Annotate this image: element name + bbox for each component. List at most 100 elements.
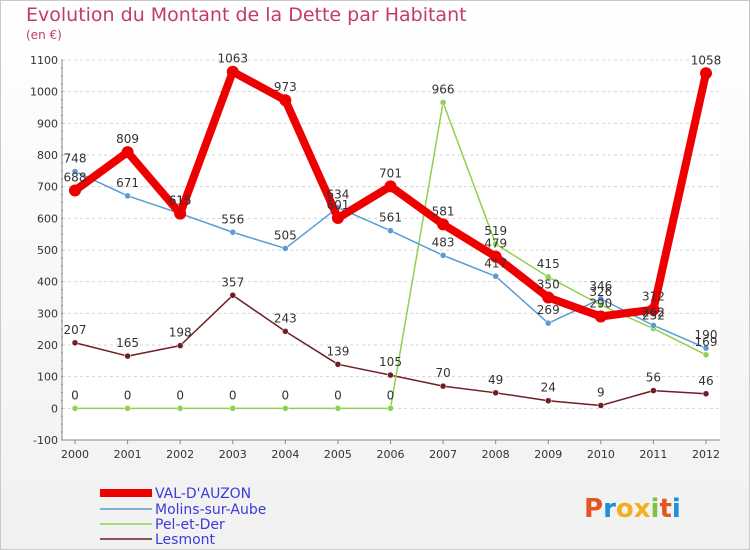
data-label: 671	[116, 176, 139, 190]
y-tick-label: 1000	[30, 86, 58, 99]
data-label: 243	[274, 311, 297, 325]
data-point	[71, 168, 79, 175]
data-label: 561	[379, 211, 402, 225]
data-point	[229, 229, 236, 236]
y-tick-label: 200	[37, 339, 58, 352]
data-point	[334, 361, 342, 368]
data-label: 346	[589, 279, 612, 293]
data-point	[69, 184, 81, 197]
data-label: 252	[642, 309, 665, 323]
data-label: 312	[642, 290, 665, 304]
x-tick-label: 2004	[271, 448, 299, 461]
data-label: 973	[274, 80, 297, 94]
data-point	[650, 322, 657, 329]
legend-label: Lesmont	[155, 532, 216, 548]
data-label: 0	[282, 388, 290, 402]
logo-letter: i	[672, 494, 681, 524]
data-label: 556	[221, 212, 244, 226]
legend-label: Pel-et-Der	[155, 517, 225, 533]
data-label: 601	[326, 198, 349, 212]
data-label: 46	[698, 374, 713, 388]
data-point	[71, 339, 79, 347]
data-point	[650, 387, 657, 394]
x-tick-label: 2001	[114, 448, 142, 461]
data-point	[387, 371, 394, 379]
logo-letter: r	[603, 494, 616, 524]
data-point	[597, 295, 605, 303]
data-point	[597, 301, 605, 309]
data-point	[334, 405, 342, 412]
data-label: 688	[64, 170, 87, 184]
data-point	[594, 310, 607, 323]
chart-unit-label: (en €)	[26, 28, 62, 42]
data-label: 357	[221, 275, 244, 289]
data-label: 139	[326, 344, 349, 358]
data-point	[226, 65, 239, 78]
data-point	[176, 342, 184, 349]
data-label: 70	[435, 366, 450, 380]
logo-letter: x	[634, 494, 651, 524]
data-point	[647, 303, 660, 316]
data-label: 269	[537, 303, 560, 317]
data-point	[702, 390, 710, 398]
data-point	[229, 292, 236, 299]
logo-letter: P	[584, 494, 603, 524]
data-point	[545, 273, 552, 281]
x-tick-label: 2008	[482, 448, 510, 461]
data-label: 966	[432, 82, 455, 96]
x-tick-label: 2010	[587, 448, 615, 461]
data-label: 56	[646, 371, 661, 385]
logo-letter: o	[616, 494, 634, 524]
data-label: 24	[541, 381, 556, 395]
data-point	[489, 250, 502, 263]
y-tick-label: 800	[37, 149, 58, 162]
data-label: 615	[169, 194, 192, 208]
data-label: 0	[334, 388, 342, 402]
y-tick-label: 300	[37, 307, 58, 320]
data-label: 207	[64, 323, 87, 337]
data-label: 105	[379, 355, 402, 369]
data-label: 0	[124, 388, 132, 402]
data-point	[545, 397, 552, 404]
data-point	[387, 405, 394, 412]
data-label: 581	[432, 204, 455, 218]
data-label: 809	[116, 132, 139, 146]
data-point	[702, 351, 710, 359]
y-tick-label: 700	[37, 181, 58, 194]
x-tick-label: 2000	[61, 448, 89, 461]
data-label: 9	[597, 385, 605, 399]
data-point	[439, 252, 447, 259]
data-point	[176, 405, 184, 412]
data-label: 262	[642, 305, 665, 319]
data-label: 748	[64, 151, 87, 165]
data-point	[124, 192, 131, 200]
x-tick-label: 2011	[639, 448, 667, 461]
data-label: 417	[484, 256, 507, 270]
data-point	[229, 405, 236, 412]
data-label: 0	[229, 388, 237, 402]
data-label: 0	[176, 388, 184, 402]
data-point	[174, 207, 187, 220]
x-tick-label: 2012	[692, 448, 720, 461]
data-label: 479	[484, 237, 507, 251]
x-tick-label: 2005	[324, 448, 352, 461]
data-label: 169	[695, 335, 718, 349]
x-tick-label: 2009	[534, 448, 562, 461]
y-tick-label: 0	[51, 402, 58, 415]
y-tick-label: 500	[37, 244, 58, 257]
chart-title: Evolution du Montant de la Dette par Hab…	[26, 4, 467, 26]
data-label: 198	[169, 326, 192, 340]
legend-label: VAL-D'AUZON	[155, 486, 251, 502]
data-point	[331, 212, 344, 225]
data-label: 519	[484, 224, 507, 238]
x-tick-label: 2002	[166, 448, 194, 461]
data-point	[387, 227, 394, 234]
x-tick-label: 2006	[377, 448, 405, 461]
data-point	[542, 291, 555, 304]
data-label: 350	[537, 278, 560, 292]
data-point	[282, 245, 289, 252]
y-tick-label: 100	[37, 371, 58, 384]
y-tick-label: 900	[37, 117, 58, 130]
data-label: 0	[71, 388, 79, 402]
data-label: 505	[274, 228, 297, 242]
